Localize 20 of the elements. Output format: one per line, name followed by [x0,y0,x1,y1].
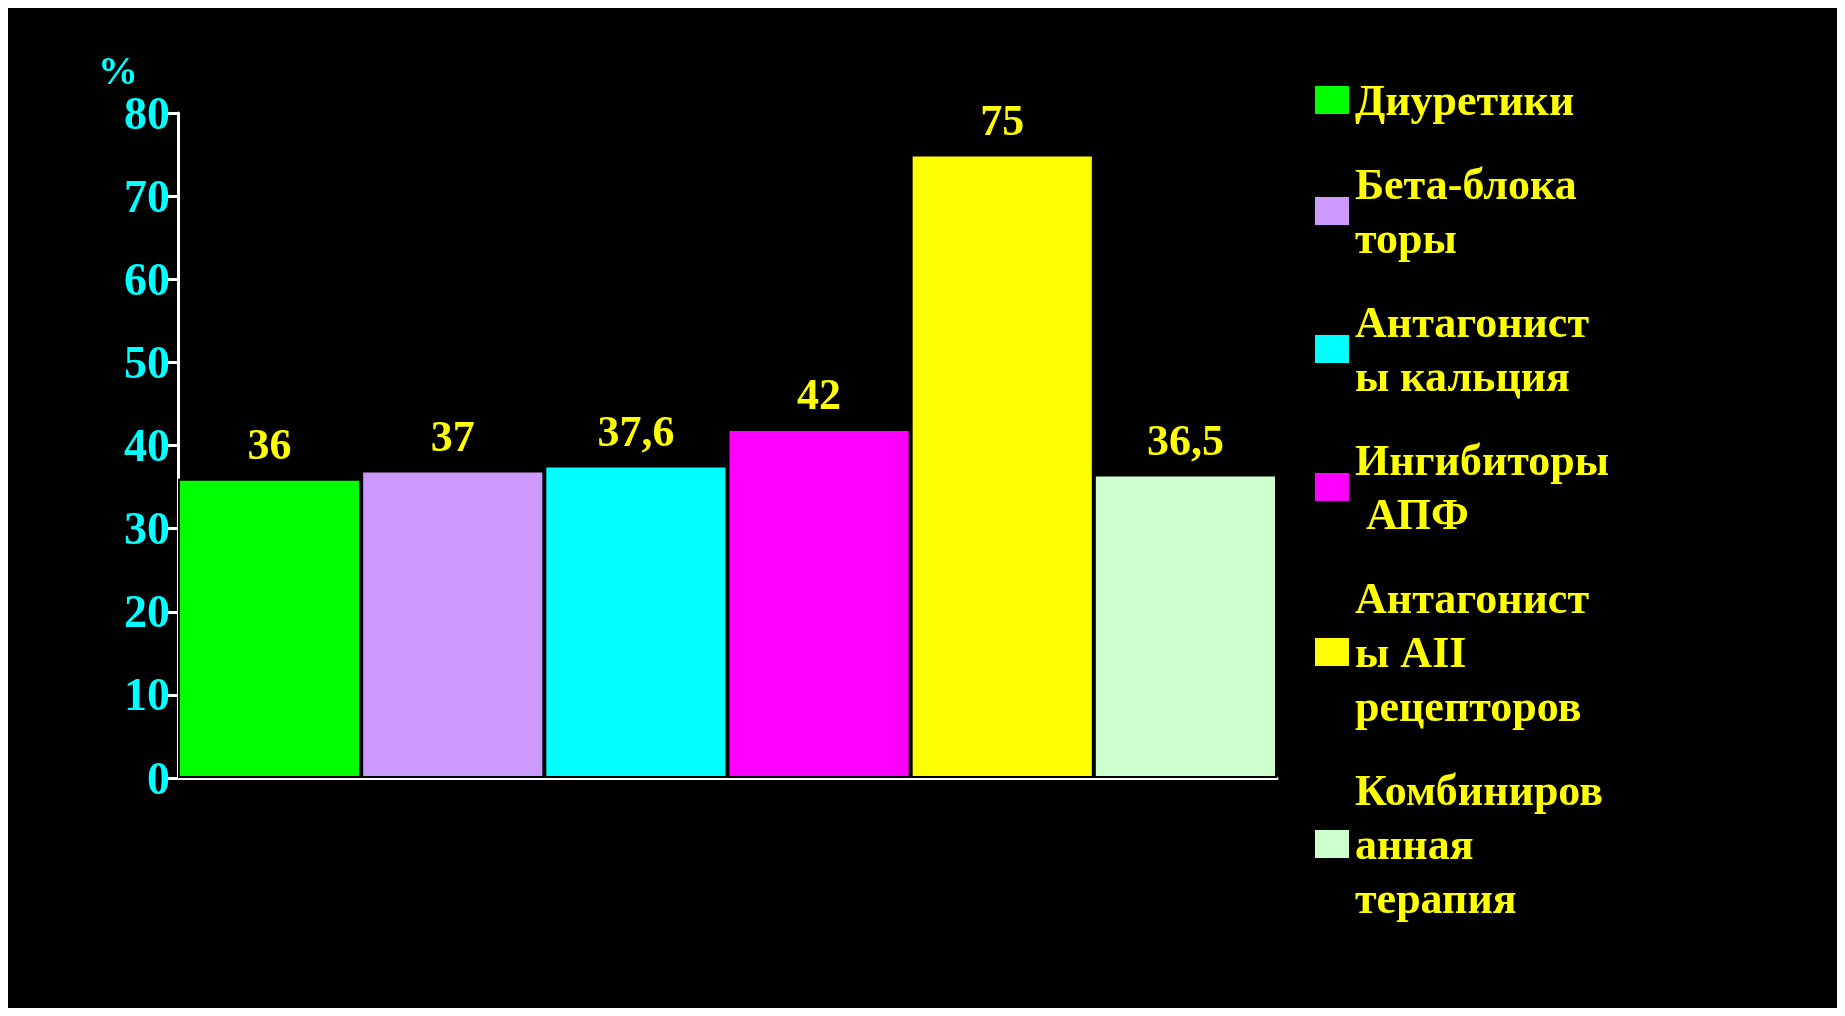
data-label: 37,6 [597,406,675,456]
y-tick-label: 0 [147,752,170,804]
y-tick-label: 40 [124,420,170,471]
legend-label: Ингибиторы АПФ [1355,435,1610,539]
y-tick-label: 70 [124,170,170,222]
y-tick-label: 10 [124,669,170,721]
legend-label: Антагонисты кальция [1355,297,1590,401]
data-label: 42 [797,370,842,420]
y-tick-label: 30 [124,503,170,555]
legend-label: Комбинированная терапия [1355,765,1604,923]
y-tick-label: 60 [124,253,170,305]
data-label: 37 [430,411,475,461]
data-label: 75 [980,96,1025,146]
data-label: 36 [247,420,292,470]
legend-label: Антагонисты АII рецепторов [1355,573,1590,731]
data-label: 36,5 [1146,416,1224,466]
y-tick-label: 20 [124,586,170,638]
legend-label: Диуретики [1355,75,1575,125]
legend-label: Бета-блокаторы [1355,159,1577,263]
y-tick-label: 50 [124,336,170,388]
